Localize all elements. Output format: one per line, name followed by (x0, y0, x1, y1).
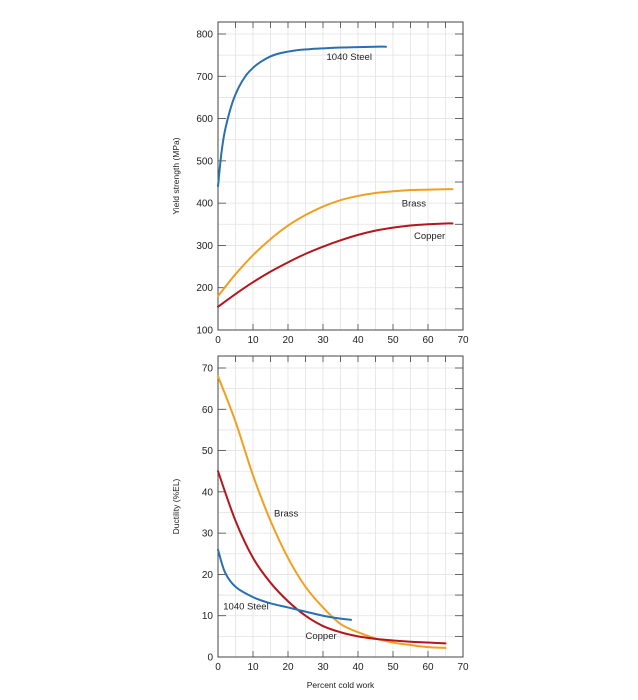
y-tick-label: 400 (196, 199, 213, 210)
y-tick-label: 10 (202, 611, 214, 622)
series-label-brass: Brass (402, 199, 427, 210)
x-tick-label: 30 (317, 662, 329, 673)
x-tick-label: 40 (352, 662, 364, 673)
x-tick-label: 0 (215, 335, 221, 346)
y-tick-label: 30 (202, 529, 214, 540)
plot-frame (217, 355, 464, 658)
y-tick-label: 60 (202, 405, 214, 416)
y-tick-label: 300 (196, 241, 213, 252)
series-label-copper: Copper (414, 231, 445, 242)
y-tick-label: 100 (196, 326, 213, 337)
y-tick-label: 600 (196, 114, 213, 125)
series-label-brass: Brass (274, 509, 299, 520)
series-label-1040-steel: 1040 Steel (223, 602, 268, 613)
x-tick-label: 0 (215, 662, 221, 673)
x-tick-label: 20 (282, 662, 294, 673)
x-tick-label: 70 (457, 662, 469, 673)
x-tick-label: 70 (457, 335, 469, 346)
y-tick-label: 500 (196, 156, 213, 167)
y-tick-label: 700 (196, 72, 213, 83)
y-tick-label: 20 (202, 570, 214, 581)
ductility-chart: 0 10 20 30 40 50 60 70 0 10 20 30 40 50 60 70 Ductility … (171, 355, 469, 690)
y-tick-label: 70 (202, 364, 214, 375)
x-tick-label: 40 (352, 335, 364, 346)
x-tick-label: 60 (422, 662, 434, 673)
series-line-copper (217, 222, 454, 308)
series-label-1040-steel: 1040 Steel (327, 52, 372, 63)
x-tick-label: 20 (282, 335, 294, 346)
y-axis-label: Ductility (%EL) (171, 478, 181, 534)
y-tick-label: 800 (196, 30, 213, 41)
y-tick-label: 40 (202, 487, 214, 498)
y-tick-label: 50 (202, 446, 214, 457)
y-tick-label: 200 (196, 283, 213, 294)
yield-strength-chart: 100 200 300 400 500 600 700 800 0 10 20 30 40 50 60 70 Y… (171, 21, 469, 346)
x-tick-label: 30 (317, 335, 329, 346)
series-line-1040-steel (217, 45, 387, 188)
x-axis-label: Percent cold work (307, 680, 375, 690)
x-tick-label: 50 (387, 335, 399, 346)
series-line-brass (217, 188, 454, 298)
plot-frame (217, 21, 464, 331)
x-tick-label: 10 (247, 662, 259, 673)
x-tick-label: 10 (247, 335, 259, 346)
series-line-1040-steel (217, 548, 352, 621)
series-label-copper: Copper (306, 631, 337, 642)
x-tick-label: 60 (422, 335, 434, 346)
y-axis-label: Yield strength (MPa) (171, 137, 181, 214)
x-tick-label: 50 (387, 662, 399, 673)
series-line-copper (217, 470, 447, 645)
y-tick-label: 0 (207, 653, 213, 664)
